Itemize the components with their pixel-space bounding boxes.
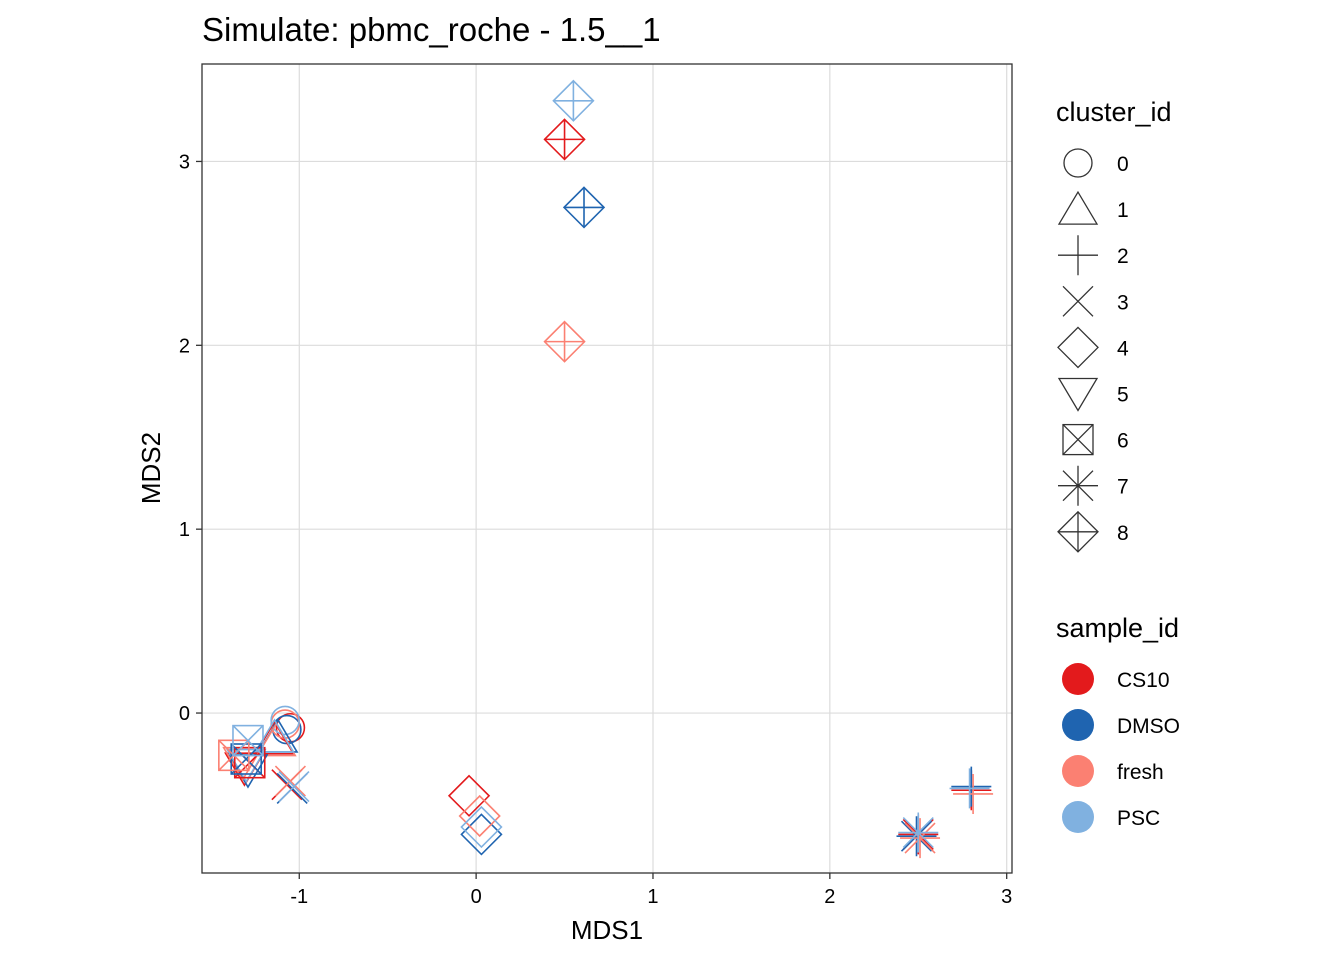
cluster-legend-key-5	[1057, 377, 1099, 412]
sample-legend-swatch	[1062, 709, 1094, 741]
point-cluster-7-fresh	[900, 818, 941, 859]
point-cluster-3-fresh	[274, 765, 306, 797]
cluster-legend-label: 1	[1117, 199, 1129, 222]
point-cluster-7-PSC	[898, 812, 939, 853]
x-tick-label: 3	[1001, 886, 1012, 908]
cluster-legend-item: 7	[1058, 465, 1129, 506]
point-cluster-4-fresh	[458, 794, 501, 838]
sample-legend-label: DMSO	[1117, 715, 1180, 738]
cluster-legend-label: 7	[1117, 476, 1129, 499]
cluster-legend-item: 2	[1058, 235, 1129, 276]
point-cluster-8-CS10	[543, 118, 586, 161]
point-cluster-4-CS10	[447, 774, 491, 817]
point-cluster-4-PSC	[460, 805, 503, 849]
y-tick-label: 1	[179, 519, 190, 541]
point-cluster-2-DMSO	[951, 766, 992, 807]
sample-legend: sample_id CS10 DMSO fresh PSC	[1056, 613, 1180, 833]
point-cluster-7-DMSO	[896, 816, 937, 857]
sample-legend-item: DMSO	[1062, 709, 1180, 741]
cluster-legend-label: 4	[1117, 337, 1129, 360]
x-tick-label: 0	[471, 886, 482, 908]
point-cluster-3-PSC	[278, 771, 310, 803]
cluster-legend-item: 5	[1057, 377, 1129, 412]
point-cluster-8-fresh	[543, 320, 586, 363]
grid-lines	[202, 64, 1012, 873]
point-cluster-2-PSC	[949, 768, 990, 809]
cluster-legend-key-7	[1058, 465, 1098, 506]
sample-legend-label: PSC	[1117, 807, 1160, 830]
sample-legend-item: PSC	[1062, 801, 1160, 833]
cluster-legend-key-3	[1062, 285, 1094, 317]
y-axis-title: MDS2	[136, 432, 166, 504]
cluster-legend-title: cluster_id	[1056, 97, 1172, 127]
cluster-legend-key-2	[1058, 235, 1098, 276]
cluster-legend-key-8	[1057, 510, 1099, 553]
plot-panel	[201, 63, 1013, 874]
cluster-legend-item: 6	[1062, 423, 1129, 456]
point-cluster-4-DMSO	[460, 813, 503, 856]
cluster-legend-key-0	[1063, 148, 1093, 178]
point-cluster-0-PSC	[270, 705, 300, 736]
cluster-legend-label: 2	[1117, 245, 1129, 268]
y-tick-label: 3	[179, 151, 190, 173]
cluster-legend-label: 6	[1117, 430, 1129, 453]
cluster-legend-item: 8	[1057, 510, 1129, 553]
sample-legend-swatch	[1062, 801, 1094, 833]
cluster-legend-label: 5	[1117, 384, 1129, 407]
point-cluster-5-PSC	[225, 748, 267, 784]
point-cluster-8-PSC	[552, 79, 595, 122]
data-points	[218, 79, 994, 859]
x-tick-label: -1	[290, 886, 308, 908]
cluster-legend-key-4	[1057, 326, 1099, 369]
cluster-legend-label: 8	[1117, 522, 1129, 545]
cluster-legend-label: 0	[1117, 153, 1129, 176]
axis-ticks: -1 0 1 2 3 0 1 2 3	[179, 151, 1012, 908]
chart-title: Simulate: pbmc_roche - 1.5__1	[202, 11, 661, 48]
cluster-legend-item: 3	[1062, 285, 1129, 317]
cluster-legend-item: 1	[1057, 190, 1129, 225]
x-tick-label: 2	[824, 886, 835, 908]
sample-legend-swatch	[1062, 755, 1094, 787]
point-cluster-1-PSC	[254, 718, 295, 753]
y-tick-label: 2	[179, 335, 190, 357]
sample-legend-item: fresh	[1062, 755, 1164, 787]
sample-legend-title: sample_id	[1056, 613, 1179, 643]
x-axis-title: MDS1	[571, 915, 643, 945]
cluster-legend-label: 3	[1117, 291, 1129, 314]
cluster-legend-key-1	[1057, 190, 1099, 225]
sample-legend-label: fresh	[1117, 761, 1164, 784]
x-tick-label: 1	[647, 886, 658, 908]
point-cluster-2-fresh	[953, 773, 994, 814]
point-cluster-8-DMSO	[562, 186, 606, 229]
y-tick-label: 0	[179, 703, 190, 725]
cluster-legend-key-6	[1062, 423, 1094, 456]
sample-legend-label: CS10	[1117, 669, 1170, 692]
sample-legend-item: CS10	[1062, 663, 1170, 695]
cluster-legend: cluster_id 0 1 2 3 4 5 6 7 8	[1056, 97, 1172, 553]
cluster-legend-item: 0	[1063, 148, 1129, 178]
point-cluster-6-PSC	[232, 724, 264, 757]
sample-legend-swatch	[1062, 663, 1094, 695]
cluster-legend-item: 4	[1057, 326, 1129, 369]
